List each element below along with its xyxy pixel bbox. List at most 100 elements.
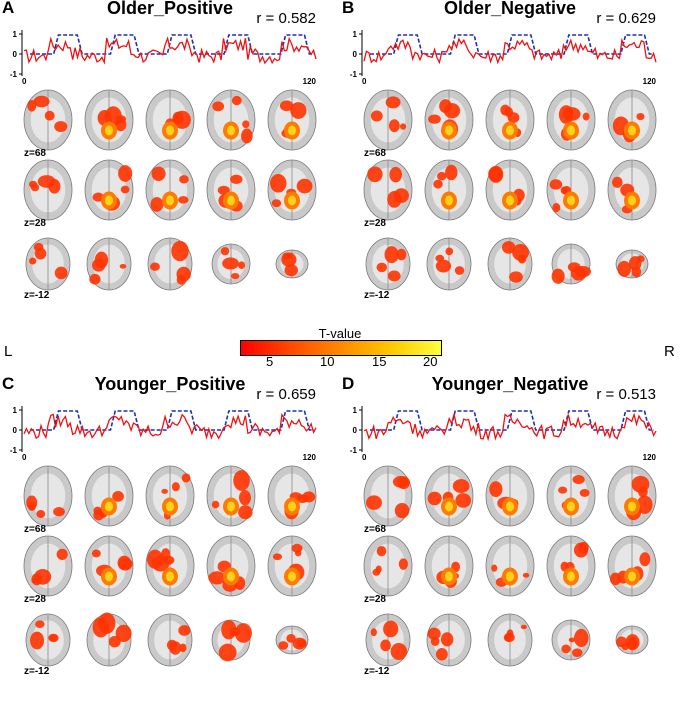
brain-slice (424, 159, 474, 221)
activation-cluster (562, 107, 581, 121)
brain-slice (607, 465, 657, 527)
activation-cluster (49, 634, 58, 642)
y-tick-label: 0 (353, 50, 358, 59)
brain-slice-row (363, 465, 657, 527)
activation-cluster (33, 95, 50, 108)
activation-cluster (176, 275, 186, 285)
panel-younger-negative: D Younger_Negative r = 0.513 1 0 -1 0 120 z=6… (340, 374, 680, 716)
activation-peak (227, 125, 235, 136)
activation-cluster (120, 185, 130, 194)
correlation-value: r = 0.659 (256, 386, 316, 403)
activation-cluster (489, 481, 503, 498)
activation-peak (227, 571, 235, 582)
activation-cluster (171, 482, 180, 492)
activation-cluster (400, 123, 407, 130)
activation-cluster (385, 96, 401, 109)
panel-title: Younger_Positive (94, 374, 246, 394)
brain-slice (546, 465, 596, 527)
brain-slice (145, 159, 195, 221)
activation-cluster (286, 633, 296, 643)
brain-slice (145, 465, 195, 527)
activation-cluster (302, 491, 316, 503)
activation-cluster (28, 502, 36, 511)
brain-slice (363, 535, 413, 597)
slice-z-label: z=28 (364, 218, 386, 229)
activation-cluster (115, 624, 132, 642)
brain-slice (485, 159, 535, 221)
y-tick-label: -1 (350, 70, 358, 79)
activation-cluster (221, 620, 237, 640)
brain-slice (551, 619, 591, 661)
activation-peak (105, 571, 113, 582)
activation-cluster (179, 643, 187, 653)
activation-cluster (625, 634, 640, 651)
brain-slice-row (23, 159, 317, 221)
brain-slice (424, 465, 474, 527)
activation-cluster (380, 639, 391, 652)
activation-cluster (272, 553, 283, 561)
activation-cluster (91, 549, 101, 558)
activation-cluster (53, 507, 65, 517)
brain-slice (546, 159, 596, 221)
activation-peak (288, 195, 296, 206)
x-tick-label: 0 (362, 453, 367, 462)
activation-peak (445, 501, 453, 512)
activation-cluster (220, 247, 230, 256)
activation-cluster (375, 565, 382, 573)
correlation-value: r = 0.582 (256, 10, 316, 27)
activation-cluster (108, 636, 121, 648)
activation-cluster (171, 240, 189, 262)
x-tick-label: 0 (22, 453, 27, 462)
activation-peak (288, 501, 296, 512)
activation-cluster (56, 548, 68, 561)
colorbar-title: T-value (318, 326, 362, 341)
activation-cluster (163, 555, 175, 565)
right-hemisphere-label: R (664, 343, 675, 360)
brain-slice (426, 237, 472, 291)
activation-cluster (29, 180, 38, 188)
activation-cluster (512, 244, 529, 261)
x-tick-label: 120 (303, 453, 317, 462)
brain-slice-row (23, 465, 317, 527)
activation-cluster (445, 247, 454, 256)
x-tick-label: 0 (22, 77, 27, 86)
data-timecourse (23, 36, 317, 65)
activation-cluster (29, 257, 37, 265)
activation-cluster (98, 612, 116, 634)
slice-z-label: z=-12 (364, 290, 390, 301)
activation-cluster (212, 101, 225, 112)
activation-cluster (150, 197, 164, 212)
slice-z-label: z=68 (364, 524, 386, 535)
activation-cluster (579, 488, 590, 497)
activation-cluster (270, 174, 287, 193)
y-tick-label: 1 (13, 406, 18, 415)
brain-slice (487, 613, 533, 667)
activation-peak (166, 501, 174, 512)
activation-cluster (636, 112, 645, 121)
colorbar-tick: 15 (372, 354, 387, 369)
data-timecourse (363, 412, 657, 442)
activation-cluster (370, 110, 383, 122)
activation-cluster (181, 473, 191, 483)
panel-letter: B (342, 0, 355, 17)
activation-cluster (242, 120, 250, 129)
activation-cluster (433, 179, 443, 189)
panel-title: Younger_Negative (431, 374, 589, 394)
slice-z-label: z=68 (364, 148, 386, 159)
activation-cluster (44, 110, 55, 121)
slice-z-label: z=-12 (24, 290, 50, 301)
activation-cluster (366, 495, 382, 510)
activation-cluster (575, 266, 591, 278)
activation-cluster (387, 270, 401, 282)
activation-cluster (222, 257, 239, 270)
brain-slice (147, 613, 193, 667)
activation-cluster (217, 185, 230, 195)
activation-cluster (48, 179, 61, 194)
activation-cluster (435, 648, 448, 661)
brain-slice-row (365, 613, 649, 667)
activation-cluster (150, 262, 160, 271)
activation-cluster (169, 641, 182, 655)
activation-peak (567, 195, 575, 206)
timeseries-plot: 1 0 -1 0 120 (10, 30, 317, 86)
activation-cluster (27, 99, 37, 112)
